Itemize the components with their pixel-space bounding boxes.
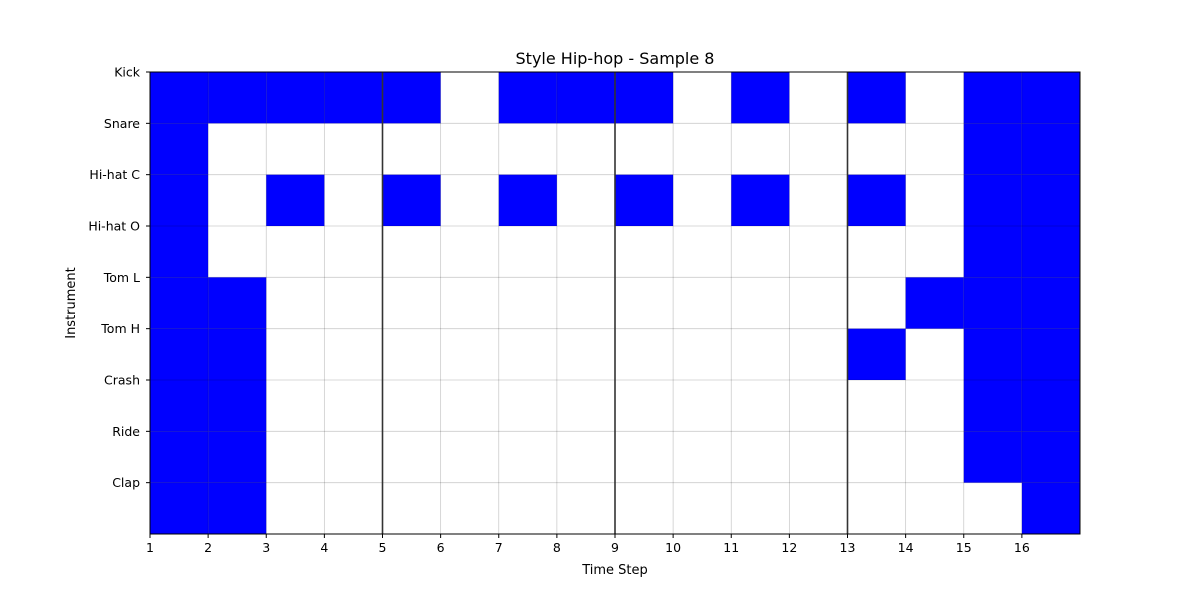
active-cell <box>847 174 906 226</box>
y-tick-label: Tom H <box>100 321 140 336</box>
x-tick-label: 1 <box>146 540 154 555</box>
y-tick-layer: Kick Snare Hi-hat C Hi-hat O Tom L Tom H Crash… <box>88 65 150 490</box>
active-cell <box>150 431 209 483</box>
x-tick-label: 13 <box>840 540 856 555</box>
active-cell <box>208 277 267 329</box>
x-tick-label: 10 <box>665 540 681 555</box>
active-cell <box>1021 431 1080 483</box>
active-cell <box>150 226 209 278</box>
active-cell <box>324 72 383 124</box>
active-cell <box>1021 380 1080 432</box>
active-cell <box>963 328 1022 380</box>
active-cell <box>150 328 209 380</box>
active-cell <box>615 72 674 124</box>
active-cell <box>150 482 209 534</box>
active-cell <box>498 72 557 124</box>
active-cell <box>556 72 615 124</box>
active-cell <box>266 72 325 124</box>
active-cell <box>963 123 1022 175</box>
active-cell <box>266 174 325 226</box>
active-cell <box>382 72 441 124</box>
active-cell <box>963 226 1022 278</box>
x-tick-label: 4 <box>320 540 328 555</box>
x-tick-label: 6 <box>437 540 445 555</box>
active-cell <box>208 328 267 380</box>
x-tick-label: 3 <box>262 540 270 555</box>
active-cell <box>150 380 209 432</box>
active-cell <box>963 431 1022 483</box>
active-cell <box>963 72 1022 124</box>
active-cell <box>382 174 441 226</box>
y-tick-label: Tom L <box>103 270 140 285</box>
active-cell <box>208 380 267 432</box>
active-cell <box>208 482 267 534</box>
active-cell <box>150 174 209 226</box>
active-cell <box>731 174 790 226</box>
active-cell <box>963 380 1022 432</box>
active-cell <box>1021 328 1080 380</box>
y-tick-label: Snare <box>104 116 140 131</box>
active-cell <box>150 123 209 175</box>
cell-layer <box>150 72 1080 534</box>
x-tick-label: 7 <box>495 540 503 555</box>
x-tick-label: 15 <box>956 540 972 555</box>
active-cell <box>731 72 790 124</box>
active-cell <box>963 277 1022 329</box>
y-tick-label: Kick <box>114 65 141 80</box>
x-tick-label: 5 <box>379 540 387 555</box>
x-tick-label: 16 <box>1014 540 1030 555</box>
active-cell <box>150 277 209 329</box>
x-axis-label: Time Step <box>581 563 648 578</box>
x-tick-label: 2 <box>204 540 212 555</box>
x-tick-label: 8 <box>553 540 561 555</box>
active-cell <box>1021 72 1080 124</box>
y-tick-label: Hi-hat O <box>88 219 140 234</box>
y-tick-label: Hi-hat C <box>89 167 140 182</box>
x-tick-label: 14 <box>898 540 914 555</box>
active-cell <box>847 72 906 124</box>
active-cell <box>1021 482 1080 534</box>
active-cell <box>498 174 557 226</box>
x-tick-label: 9 <box>611 540 619 555</box>
x-tick-layer: 1 2 3 4 5 6 7 8 9 10 11 12 13 14 15 16 <box>146 534 1030 555</box>
active-cell <box>963 174 1022 226</box>
x-tick-label: 12 <box>781 540 797 555</box>
active-cell <box>1021 226 1080 278</box>
active-cell <box>150 72 209 124</box>
active-cell <box>1021 123 1080 175</box>
active-cell <box>1021 277 1080 329</box>
y-axis-label: Instrument <box>64 267 79 339</box>
active-cell <box>1021 174 1080 226</box>
x-tick-label: 11 <box>723 540 739 555</box>
active-cell <box>847 328 906 380</box>
bar-line-layer <box>381 72 849 534</box>
y-tick-label: Ride <box>112 424 140 439</box>
chart-title: Style Hip-hop - Sample 8 <box>516 49 715 68</box>
active-cell <box>208 72 267 124</box>
active-cell <box>208 431 267 483</box>
active-cell <box>905 277 964 329</box>
y-tick-label: Clap <box>112 475 140 490</box>
y-tick-label: Crash <box>104 373 140 388</box>
active-cell <box>615 174 674 226</box>
